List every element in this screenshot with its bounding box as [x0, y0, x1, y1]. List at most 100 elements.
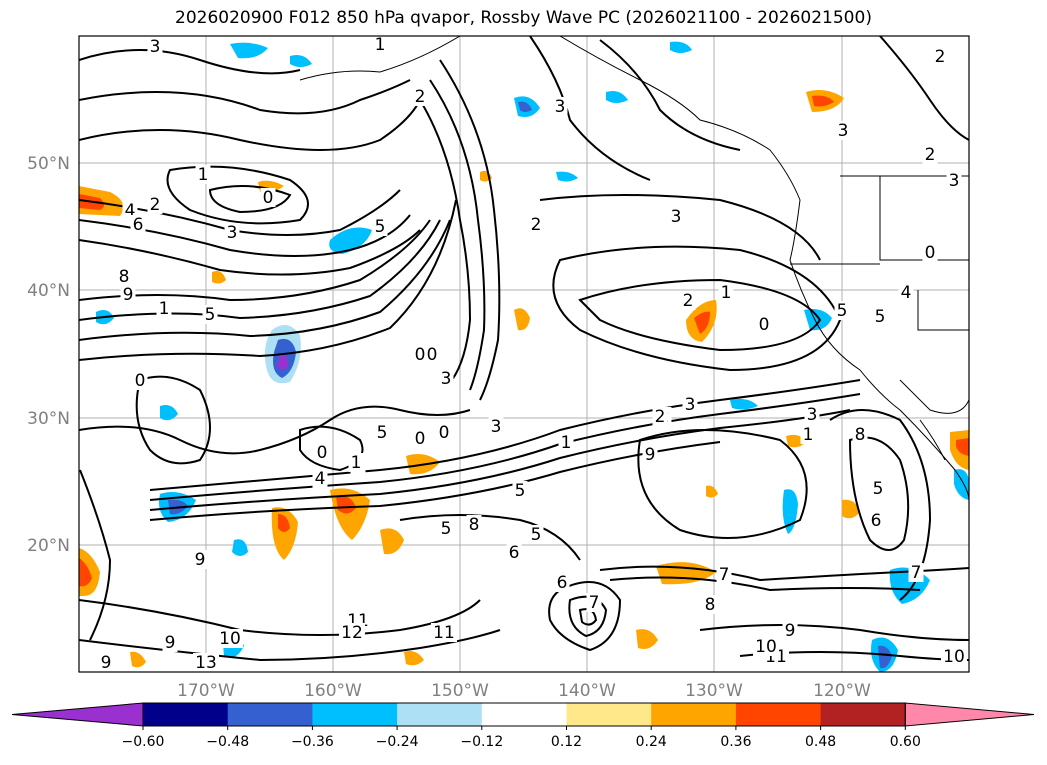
- contour-line: [79, 219, 451, 341]
- lon-label: 150°W: [431, 681, 489, 701]
- contour-line: [79, 189, 401, 236]
- contour-line: [699, 624, 969, 641]
- contour-label: 3: [441, 369, 452, 389]
- contour-label: 1: [803, 425, 814, 445]
- lat-label: 40°N: [27, 281, 70, 301]
- contour-label-bg: [156, 299, 172, 318]
- contour-label: 8: [855, 425, 866, 445]
- contour-label-bg: [436, 423, 452, 442]
- contour-label: 3: [227, 223, 238, 243]
- contour-label-bg: [941, 647, 967, 666]
- lat-label: 50°N: [27, 154, 70, 174]
- contour-line: [79, 599, 481, 636]
- contour-label: 0: [135, 371, 146, 391]
- pos-blob: [706, 485, 718, 498]
- contour-label: 3: [555, 97, 566, 117]
- contour-line: [79, 99, 421, 151]
- contour-label: 6: [509, 543, 520, 563]
- pacific-coast: [559, 36, 969, 501]
- contour-label-bg: [558, 433, 574, 452]
- contour-line: [637, 429, 808, 539]
- contour-label-bg: [932, 47, 948, 66]
- colorbar-segment: [735, 703, 822, 726]
- contour-label: 2: [150, 195, 161, 215]
- contour-label-bg: [782, 621, 798, 640]
- contour-label: 2: [935, 47, 946, 67]
- contour-label: 2: [683, 291, 694, 311]
- contour-line: [429, 79, 486, 391]
- contour-label: 6: [557, 573, 568, 593]
- pos-blob: [212, 271, 226, 284]
- contour-line: [578, 278, 822, 352]
- contour-line: [599, 565, 969, 582]
- contour-line: [529, 36, 651, 181]
- neg-blob: [878, 645, 892, 669]
- contour-label-bg: [922, 243, 938, 262]
- contour-label-bg: [195, 165, 211, 184]
- contour-label: 1: [159, 299, 170, 319]
- contour-label-bg: [162, 633, 178, 652]
- contour-label: 3: [685, 395, 696, 415]
- contour-label: 5: [531, 525, 542, 545]
- contour-label: 3: [491, 417, 502, 437]
- contour-line: [79, 199, 457, 361]
- contour-label-bg: [554, 573, 570, 592]
- contour-label: 0: [439, 423, 450, 443]
- contour-label: 3: [807, 405, 818, 425]
- contour-label: 4: [125, 201, 136, 221]
- state-border: [879, 176, 969, 261]
- neg-blob: [954, 469, 969, 500]
- contour-label: 0: [415, 345, 426, 365]
- contour-label: 7: [911, 563, 922, 583]
- contour-label-bg: [438, 369, 454, 388]
- contour-label: 2: [531, 215, 542, 235]
- contour-label-bg: [528, 215, 544, 234]
- contour-label-bg: [192, 550, 208, 569]
- contour-label: 9: [101, 653, 112, 673]
- colorbar-extend-low: [11, 702, 144, 727]
- contour-label: 9: [785, 621, 796, 641]
- colorbar-frame: [142, 702, 906, 727]
- contour-label: 0: [925, 243, 936, 263]
- contour-label-bg: [224, 223, 240, 242]
- contour-label-bg: [217, 629, 243, 648]
- contour-label: 5: [837, 301, 848, 321]
- map-frame: [78, 35, 970, 673]
- contour-label-bg: [132, 371, 148, 390]
- contour-label: 4: [901, 283, 912, 303]
- contour-label-bg: [116, 267, 132, 286]
- contour-label: 6: [133, 215, 144, 235]
- contour-label-bg: [372, 217, 388, 236]
- contour-label-bg: [314, 443, 330, 462]
- colorbar-tick-label: −0.12: [460, 734, 503, 750]
- colorbar-segment: [566, 703, 652, 726]
- contour-line: [79, 229, 421, 276]
- lat-label: 20°N: [27, 536, 70, 556]
- contour-label: 1: [198, 165, 209, 185]
- contour-label-bg: [946, 171, 962, 190]
- lon-label: 160°W: [304, 681, 362, 701]
- contour-label-bg: [852, 425, 868, 444]
- contour-label: 7: [589, 593, 600, 613]
- contour-label-bg: [412, 87, 428, 106]
- contour-label: 9: [195, 550, 206, 570]
- contour-line: [879, 36, 969, 141]
- colorbar-extend-high: [904, 702, 1035, 727]
- contour-label-bg: [412, 429, 428, 448]
- contour-line: [149, 393, 861, 501]
- contour-label-bg: [348, 453, 364, 472]
- contour-label: 8: [119, 267, 130, 287]
- contour-line: [552, 245, 842, 372]
- contour-label: 0: [427, 345, 438, 365]
- contour-label-bg: [552, 97, 568, 116]
- pos-blob: [380, 528, 404, 555]
- neg-blob: [606, 91, 628, 103]
- contour-line: [548, 581, 622, 652]
- contour-label-bg: [130, 215, 146, 234]
- contour-line: [149, 409, 851, 511]
- neg-blob: [329, 227, 372, 254]
- contour-label: 1: [351, 453, 362, 473]
- contour-label-bg: [147, 37, 163, 56]
- neg-blob: [232, 539, 248, 556]
